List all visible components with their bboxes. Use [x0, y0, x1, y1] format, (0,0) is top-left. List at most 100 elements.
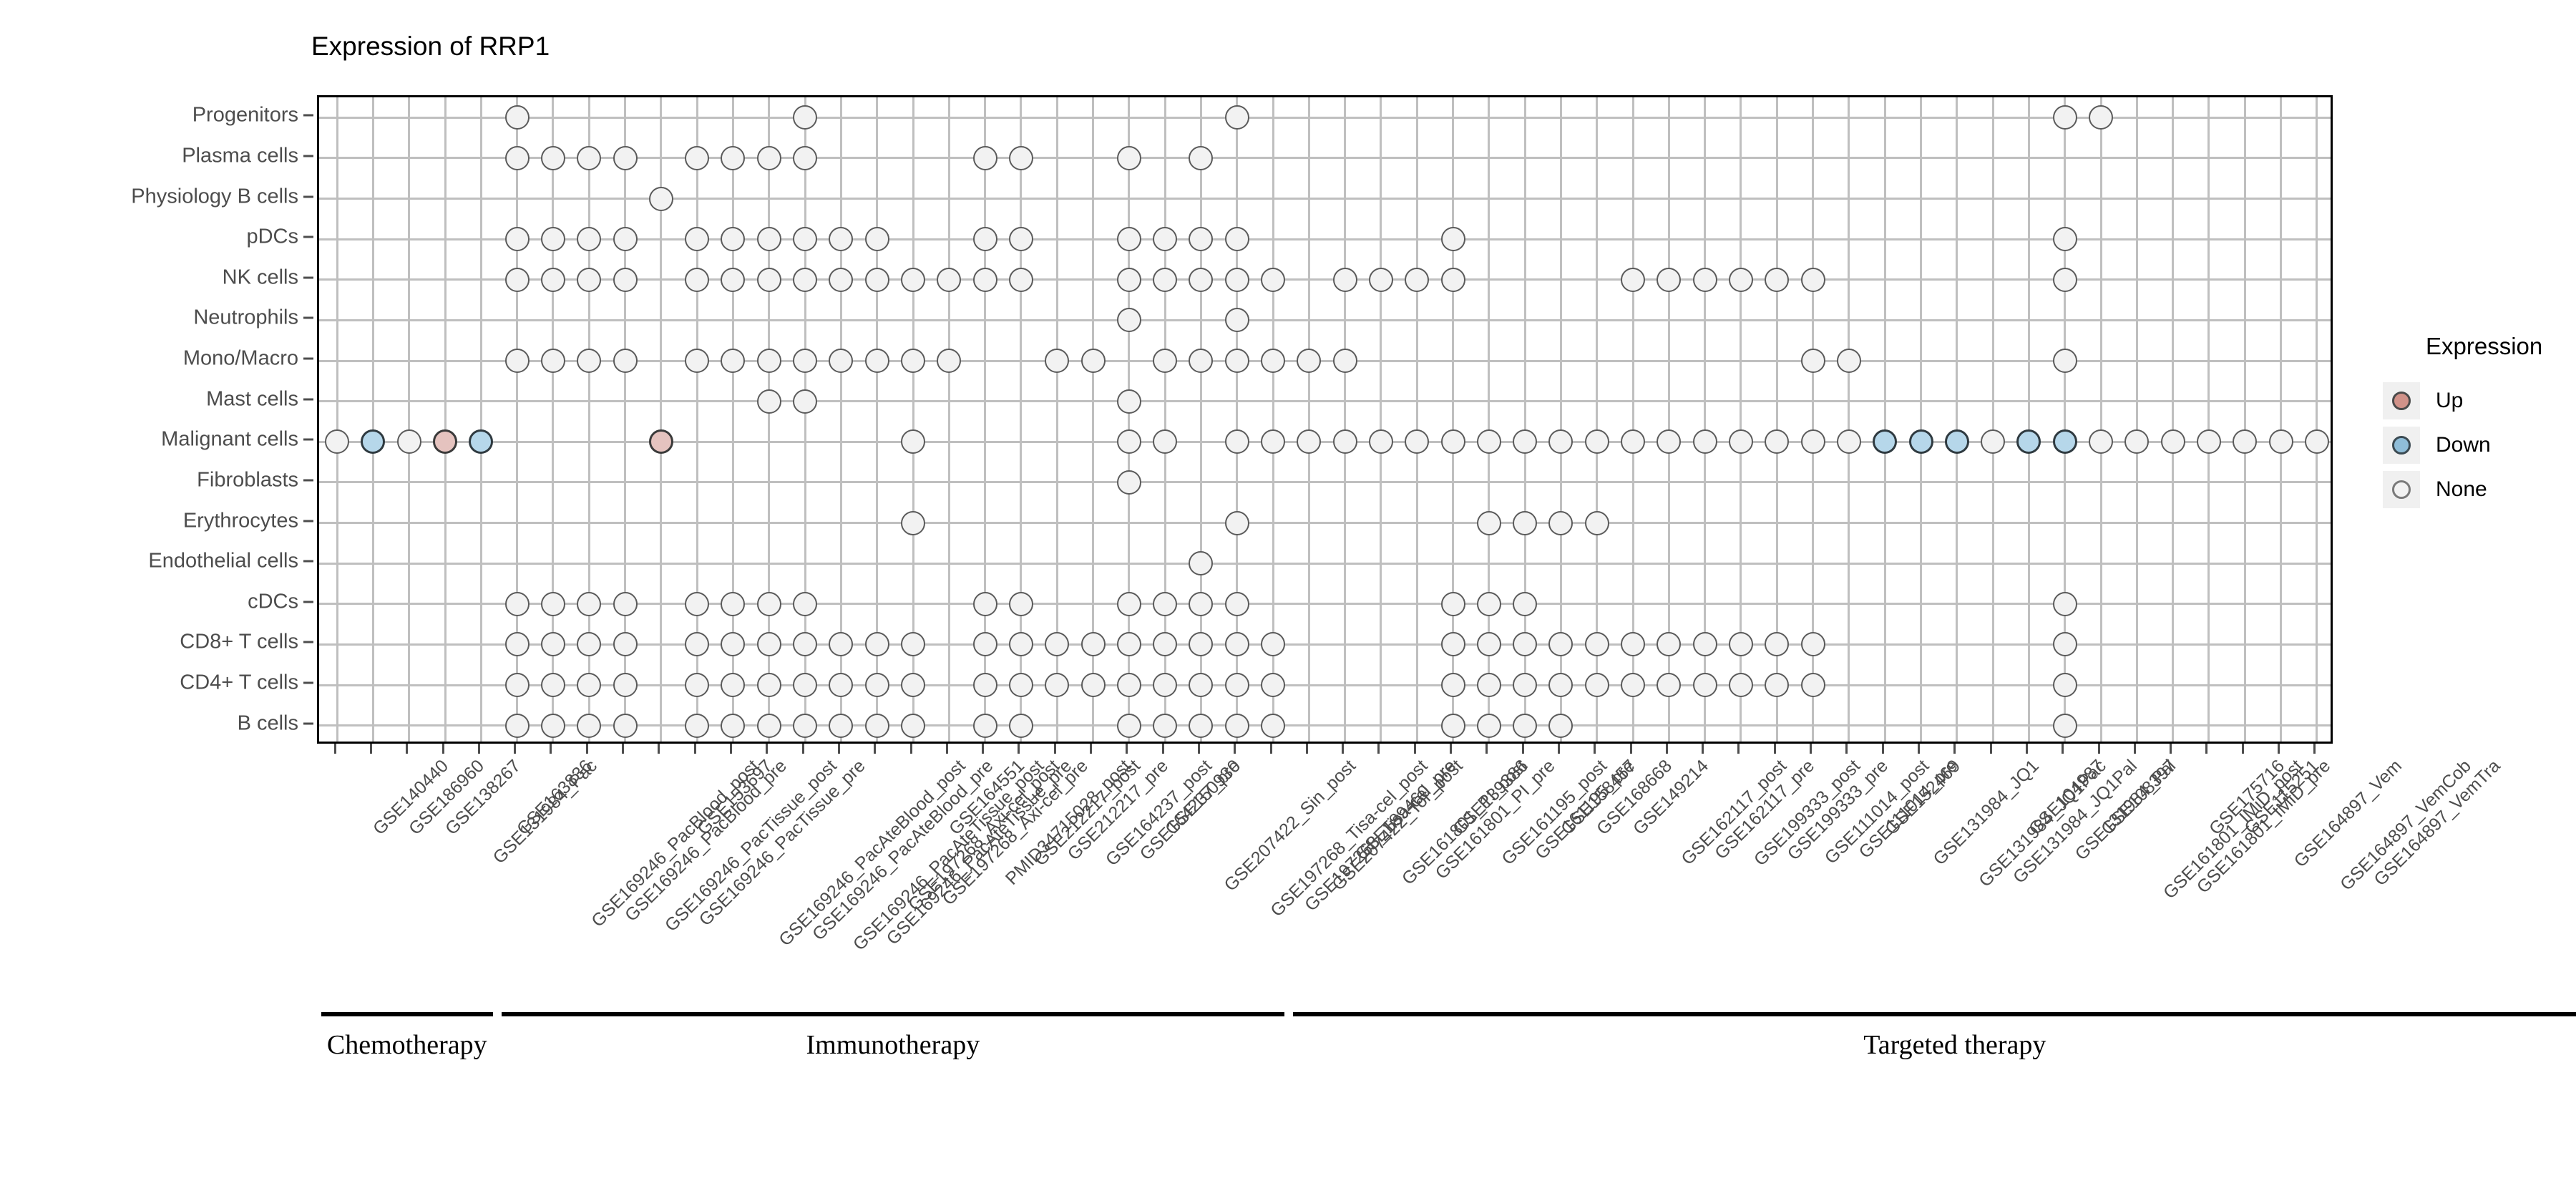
expression-dot-none[interactable]: [396, 429, 421, 455]
expression-dot-none[interactable]: [577, 145, 602, 170]
expression-dot-down[interactable]: [2016, 429, 2041, 455]
expression-dot-none[interactable]: [1765, 267, 1790, 292]
expression-dot-none[interactable]: [685, 673, 710, 698]
expression-dot-none[interactable]: [1692, 429, 1717, 455]
expression-dot-none[interactable]: [1513, 510, 1538, 535]
expression-dot-none[interactable]: [1261, 632, 1286, 657]
expression-dot-none[interactable]: [1080, 632, 1106, 657]
expression-dot-none[interactable]: [1008, 713, 1033, 738]
expression-dot-none[interactable]: [721, 145, 746, 170]
expression-dot-none[interactable]: [1297, 429, 1322, 455]
expression-dot-none[interactable]: [1440, 591, 1465, 616]
expression-dot-none[interactable]: [1513, 673, 1538, 698]
expression-dot-none[interactable]: [793, 673, 818, 698]
expression-dot-none[interactable]: [1224, 673, 1249, 698]
expression-dot-none[interactable]: [1224, 429, 1249, 455]
expression-dot-none[interactable]: [1045, 349, 1070, 374]
expression-dot-none[interactable]: [829, 632, 854, 657]
expression-dot-none[interactable]: [1800, 632, 1825, 657]
expression-dot-none[interactable]: [1692, 673, 1717, 698]
legend-item-up[interactable]: Up: [2383, 379, 2576, 423]
expression-dot-none[interactable]: [2089, 429, 2114, 455]
expression-dot-none[interactable]: [793, 267, 818, 292]
expression-dot-none[interactable]: [1116, 429, 1141, 455]
expression-dot-none[interactable]: [1261, 429, 1286, 455]
expression-dot-none[interactable]: [540, 349, 565, 374]
expression-dot-none[interactable]: [1189, 713, 1214, 738]
expression-dot-none[interactable]: [901, 632, 925, 657]
expression-dot-none[interactable]: [1116, 267, 1141, 292]
expression-dot-none[interactable]: [901, 673, 925, 698]
expression-dot-none[interactable]: [829, 349, 854, 374]
expression-dot-none[interactable]: [1116, 145, 1141, 170]
expression-dot-none[interactable]: [756, 632, 781, 657]
expression-dot-none[interactable]: [721, 632, 746, 657]
expression-dot-none[interactable]: [721, 673, 746, 698]
expression-dot-none[interactable]: [1189, 551, 1214, 576]
expression-dot-none[interactable]: [504, 227, 530, 252]
expression-dot-none[interactable]: [577, 267, 602, 292]
expression-dot-none[interactable]: [613, 591, 638, 616]
expression-dot-none[interactable]: [721, 713, 746, 738]
expression-dot-none[interactable]: [504, 673, 530, 698]
expression-dot-none[interactable]: [540, 267, 565, 292]
expression-dot-none[interactable]: [540, 227, 565, 252]
expression-dot-none[interactable]: [1405, 267, 1430, 292]
expression-dot-none[interactable]: [1800, 267, 1825, 292]
expression-dot-none[interactable]: [1657, 429, 1682, 455]
expression-dot-none[interactable]: [1440, 267, 1465, 292]
expression-dot-none[interactable]: [1513, 632, 1538, 657]
expression-dot-none[interactable]: [1368, 429, 1393, 455]
expression-dot-none[interactable]: [2268, 429, 2293, 455]
expression-dot-none[interactable]: [793, 227, 818, 252]
expression-dot-none[interactable]: [1224, 227, 1249, 252]
expression-dot-none[interactable]: [1116, 470, 1141, 495]
expression-dot-none[interactable]: [1332, 267, 1357, 292]
expression-dot-none[interactable]: [1261, 673, 1286, 698]
expression-dot-none[interactable]: [1440, 429, 1465, 455]
expression-dot-none[interactable]: [1476, 673, 1501, 698]
expression-dot-down[interactable]: [2052, 429, 2077, 455]
expression-dot-none[interactable]: [1116, 591, 1141, 616]
expression-dot-none[interactable]: [756, 673, 781, 698]
expression-dot-none[interactable]: [793, 145, 818, 170]
expression-dot-none[interactable]: [901, 429, 925, 455]
expression-dot-none[interactable]: [2160, 429, 2185, 455]
expression-dot-none[interactable]: [1297, 349, 1322, 374]
expression-dot-none[interactable]: [577, 591, 602, 616]
expression-dot-none[interactable]: [1116, 227, 1141, 252]
expression-dot-none[interactable]: [1513, 591, 1538, 616]
expression-dot-none[interactable]: [1080, 349, 1106, 374]
expression-dot-none[interactable]: [1224, 349, 1249, 374]
expression-dot-none[interactable]: [829, 713, 854, 738]
expression-dot-down[interactable]: [1944, 429, 1969, 455]
expression-dot-none[interactable]: [1584, 673, 1609, 698]
expression-dot-none[interactable]: [721, 349, 746, 374]
expression-dot-none[interactable]: [2052, 673, 2077, 698]
expression-dot-none[interactable]: [901, 713, 925, 738]
expression-dot-none[interactable]: [1153, 349, 1178, 374]
expression-dot-none[interactable]: [613, 713, 638, 738]
expression-dot-none[interactable]: [1621, 429, 1646, 455]
expression-dot-none[interactable]: [1189, 349, 1214, 374]
expression-dot-none[interactable]: [756, 591, 781, 616]
expression-dot-none[interactable]: [1440, 713, 1465, 738]
expression-dot-none[interactable]: [1189, 227, 1214, 252]
expression-dot-none[interactable]: [1224, 591, 1249, 616]
expression-dot-none[interactable]: [972, 632, 997, 657]
expression-dot-none[interactable]: [1513, 429, 1538, 455]
expression-dot-none[interactable]: [577, 349, 602, 374]
expression-dot-none[interactable]: [685, 145, 710, 170]
expression-dot-none[interactable]: [1513, 713, 1538, 738]
expression-dot-none[interactable]: [2196, 429, 2221, 455]
expression-dot-none[interactable]: [756, 389, 781, 414]
expression-dot-none[interactable]: [1153, 429, 1178, 455]
expression-dot-none[interactable]: [937, 267, 962, 292]
expression-dot-none[interactable]: [1116, 673, 1141, 698]
expression-dot-none[interactable]: [972, 673, 997, 698]
expression-dot-none[interactable]: [1189, 632, 1214, 657]
expression-dot-none[interactable]: [1440, 227, 1465, 252]
expression-dot-none[interactable]: [901, 349, 925, 374]
expression-dot-none[interactable]: [1657, 632, 1682, 657]
expression-dot-none[interactable]: [937, 349, 962, 374]
